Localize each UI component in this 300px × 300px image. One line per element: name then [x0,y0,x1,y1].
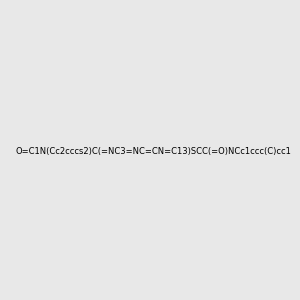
Text: O=C1N(Cc2cccs2)C(=NC3=NC=CN=C13)SCC(=O)NCc1ccc(C)cc1: O=C1N(Cc2cccs2)C(=NC3=NC=CN=C13)SCC(=O)N… [16,147,292,156]
